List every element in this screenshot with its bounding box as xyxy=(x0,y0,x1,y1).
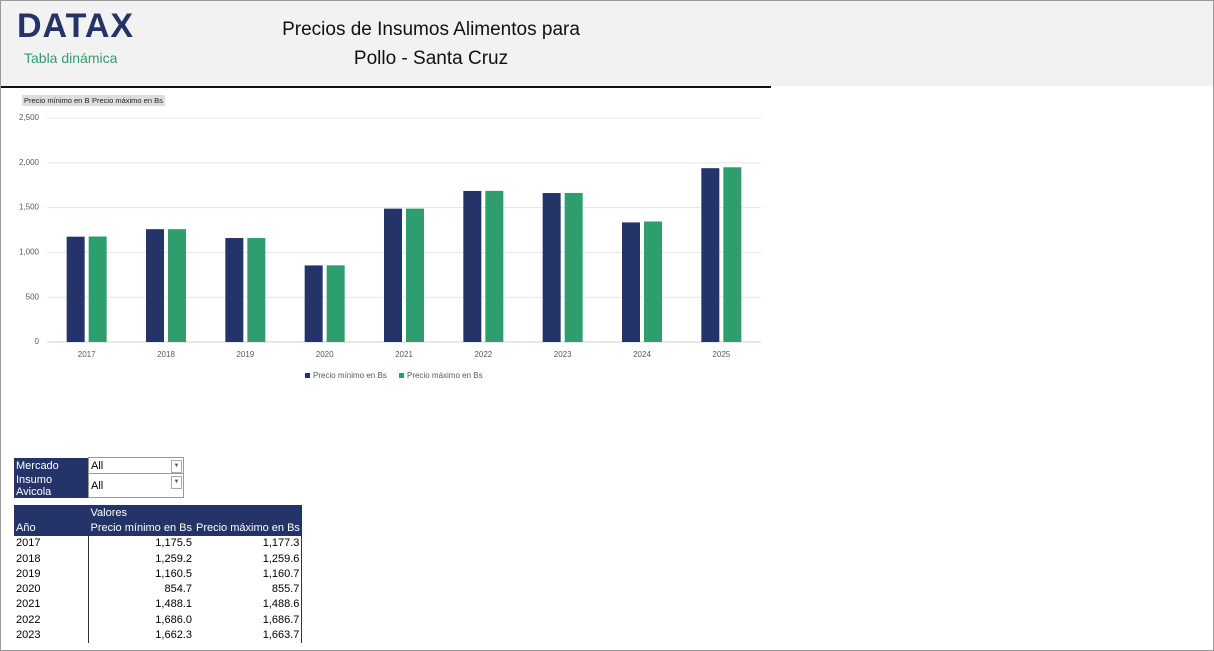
bar xyxy=(88,236,107,342)
table-cell: 1,259.6 xyxy=(193,550,303,567)
y-tick-label: 2,000 xyxy=(19,158,40,167)
table-row: 2021 1,488.1 1,488.6 xyxy=(14,596,303,613)
x-tick-label: 2020 xyxy=(316,350,334,359)
dropdown[interactable]: ▼ xyxy=(171,476,182,489)
x-tick-label: 2018 xyxy=(157,350,175,359)
table-cell: 2021 xyxy=(16,598,41,611)
table-row: 2017 1,175.5 1,177.3 xyxy=(14,535,303,551)
bar xyxy=(225,238,244,342)
legend-swatch xyxy=(399,373,404,378)
bar xyxy=(485,190,504,342)
legend-label: Precio mínimo en Bs xyxy=(313,371,387,380)
subtitle: Tabla dinámica xyxy=(24,50,118,66)
field-button[interactable]: Precio máximo en Bs xyxy=(90,95,165,106)
table-cell: 1,160.7 xyxy=(193,566,303,582)
table-row: 2022 1,686.0 1,686.7 xyxy=(14,612,303,628)
table-cell: 1,259.2 xyxy=(87,550,194,567)
table-cell: 2018 xyxy=(16,552,41,565)
y-tick-label: 500 xyxy=(26,292,40,301)
bar xyxy=(723,167,742,342)
table-cell: 1,662.3 xyxy=(87,627,194,643)
bar xyxy=(168,229,186,342)
filter-text: All xyxy=(91,479,104,492)
filter-label: Insumo Avicola xyxy=(14,473,89,498)
header-cell xyxy=(14,505,89,521)
chart: 0 500 1,000 1,500 2,000 2,500 2017 2018 2019 2020… xyxy=(19,113,761,380)
table-cell: 854.7 xyxy=(87,581,194,597)
table-cell: 1,488.1 xyxy=(87,596,194,613)
table-cell: 2017 xyxy=(16,537,41,550)
title-line: Precios de Insumos Alimentos para xyxy=(282,19,580,40)
x-tick-label: 2021 xyxy=(395,350,413,359)
bar xyxy=(701,168,720,342)
table-cell: 1,488.6 xyxy=(193,596,303,613)
table-row: 2019 1,160.5 1,160.7 xyxy=(14,566,303,582)
filter-row: Mercado All ▼ xyxy=(14,457,184,474)
table-cell: 855.7 xyxy=(193,581,303,597)
divider xyxy=(1,86,771,88)
y-tick-label: 0 xyxy=(35,337,40,346)
dropdown[interactable]: ▼ xyxy=(171,460,182,473)
table-row: 2020 854.7 855.7 xyxy=(14,581,303,597)
column-header: Precio máximo en Bs xyxy=(193,520,302,536)
header-row: Valores xyxy=(14,505,302,521)
y-tick-label: 1,000 xyxy=(19,248,40,257)
filter-value[interactable]: All ▼ xyxy=(88,457,184,474)
legend-label: Precio máximo en Bs xyxy=(407,371,483,380)
table-row: 2018 1,259.2 1,259.6 xyxy=(14,550,303,567)
x-tick-label: 2023 xyxy=(554,350,572,359)
x-tick-label: 2019 xyxy=(236,350,254,359)
bar xyxy=(622,222,640,342)
filter-value[interactable]: All ▼ xyxy=(88,473,184,498)
y-tick-label: 2,500 xyxy=(19,113,40,122)
column-header[interactable]: Año xyxy=(14,520,89,536)
title: Precios de Insumos Alimentos para Pollo -… xyxy=(231,15,631,73)
column-header: Precio mínimo en Bs xyxy=(88,520,194,536)
table-cell: 1,177.3 xyxy=(193,535,303,551)
field-button[interactable]: Precio mínimo en Bs xyxy=(22,95,96,106)
table-cell: 1,663.7 xyxy=(193,627,303,643)
filter-row: Insumo Avicola All ▼ xyxy=(14,473,184,498)
table-row: 2023 1,662.3 1,663.7 xyxy=(14,627,303,643)
legend-swatch xyxy=(305,373,310,378)
bar xyxy=(463,190,482,342)
filters: Mercado All ▼ Insumo Avicola All ▼ xyxy=(14,457,184,498)
bar xyxy=(644,221,662,342)
bar xyxy=(384,208,402,342)
table-cell: 1,175.5 xyxy=(87,535,194,551)
header-row: Año Precio mínimo en Bs Precio máximo en B… xyxy=(14,520,302,536)
x-tick-label: 2022 xyxy=(474,350,492,359)
bar xyxy=(247,238,266,342)
title-line: Pollo - Santa Cruz xyxy=(353,48,509,69)
x-tick-label: 2017 xyxy=(78,350,96,359)
header: DATAX Tabla dinámica Precios de Insumos … xyxy=(1,1,1213,86)
bar xyxy=(406,208,424,342)
bar xyxy=(304,265,323,342)
table-cell: 2022 xyxy=(16,613,41,626)
bar xyxy=(66,236,85,342)
filter-label: Mercado xyxy=(14,457,89,474)
bar xyxy=(326,265,345,342)
pivot-table: Valores Año Precio mínimo en Bs Precio máxi… xyxy=(14,505,303,643)
bar xyxy=(146,229,164,342)
table-cell: 2020 xyxy=(16,583,41,596)
bar xyxy=(542,193,561,342)
table-cell: 2023 xyxy=(16,629,41,642)
table-cell: 1,160.5 xyxy=(87,566,194,582)
x-tick-label: 2025 xyxy=(712,350,730,359)
group-header: Valores xyxy=(88,505,302,521)
table-cell: 1,686.7 xyxy=(193,612,303,628)
filter-text: All xyxy=(91,459,104,472)
table-cell: 1,686.0 xyxy=(87,612,194,628)
logo: DATAX xyxy=(17,7,135,45)
table-cell: 2019 xyxy=(16,567,41,580)
bar xyxy=(564,192,583,342)
y-tick-label: 1,500 xyxy=(19,203,40,212)
x-tick-label: 2024 xyxy=(633,350,651,359)
